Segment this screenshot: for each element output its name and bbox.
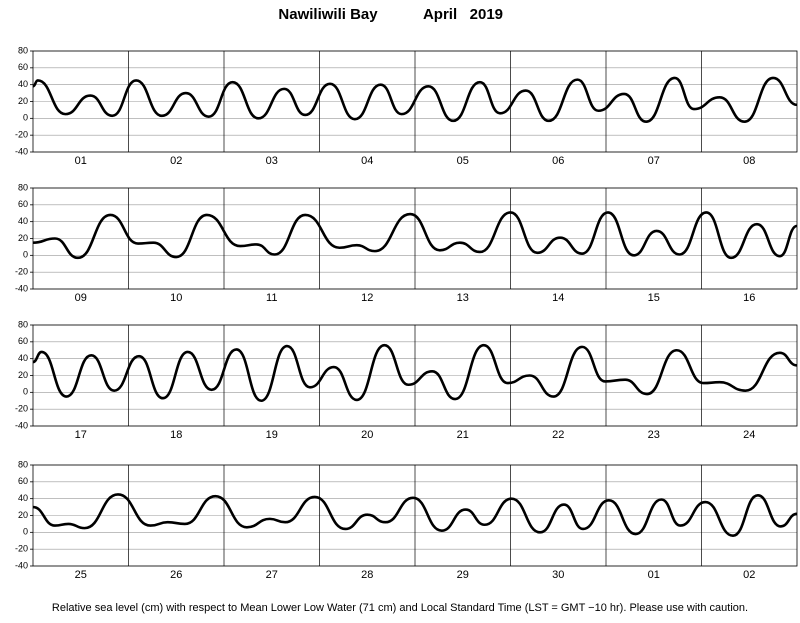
day-label: 02 [170,155,182,167]
day-label: 07 [648,155,660,167]
tide-line [32,343,798,403]
y-tick-label: 80 [18,319,28,329]
tide-line [32,211,798,260]
day-label: 01 [648,569,660,581]
day-label: 28 [361,569,373,581]
day-label: 04 [361,155,373,167]
day-label: 26 [170,569,182,581]
day-label: 02 [743,569,755,581]
day-label: 10 [170,292,182,304]
day-label: 21 [457,429,469,441]
y-tick-label: 40 [18,353,28,363]
day-label: 11 [266,292,277,304]
y-tick-label: 0 [23,250,28,260]
day-label: 12 [361,292,373,304]
day-label: 17 [75,429,87,441]
day-label: 19 [266,429,278,441]
day-label: 14 [552,292,564,304]
y-tick-label: 40 [18,493,28,503]
tide-line [32,76,798,124]
y-tick-label: -40 [15,146,28,156]
y-tick-label: 80 [18,45,28,55]
day-label: 18 [170,429,182,441]
y-tick-label: 20 [18,233,28,243]
y-tick-label: 20 [18,510,28,520]
day-label: 15 [648,292,660,304]
y-tick-label: -20 [15,267,28,277]
y-tick-label: 0 [23,113,28,123]
y-tick-label: 40 [18,79,28,89]
y-tick-label: -20 [15,404,28,414]
y-tick-label: -40 [15,420,28,430]
day-label: 09 [75,292,87,304]
y-tick-label: -20 [15,130,28,140]
plot-frame [32,50,798,153]
y-tick-label: 80 [18,459,28,469]
day-label: 16 [743,292,755,304]
day-label: 13 [457,292,469,304]
day-label: 20 [361,429,373,441]
footnote: Relative sea level (cm) with respect to … [52,602,748,614]
day-label: 25 [75,569,87,581]
tide-line [32,493,798,538]
y-tick-label: 20 [18,370,28,380]
y-tick-label: 20 [18,96,28,106]
y-tick-label: 0 [23,387,28,397]
day-label: 24 [743,429,755,441]
y-tick-label: -40 [15,560,28,570]
y-tick-label: 80 [18,182,28,192]
plot-frame [32,324,798,427]
day-label: 01 [75,155,87,167]
y-tick-label: 0 [23,527,28,537]
day-label: 06 [552,155,564,167]
day-label: 30 [552,569,564,581]
day-label: 29 [457,569,469,581]
y-tick-label: -20 [15,544,28,554]
day-label: 27 [266,569,278,581]
y-tick-label: 60 [18,336,28,346]
title: Nawiliwili Bay [278,6,378,23]
y-tick-label: 60 [18,62,28,72]
month: April 2019 [423,6,503,23]
y-tick-label: 60 [18,476,28,486]
y-tick-label: -40 [15,283,28,293]
day-label: 22 [552,429,564,441]
y-tick-label: 40 [18,216,28,226]
plot-frame [32,187,798,290]
day-label: 03 [266,155,278,167]
day-label: 05 [457,155,469,167]
day-label: 23 [648,429,660,441]
y-tick-label: 60 [18,199,28,209]
plot-frame [32,464,798,567]
day-label: 08 [743,155,755,167]
